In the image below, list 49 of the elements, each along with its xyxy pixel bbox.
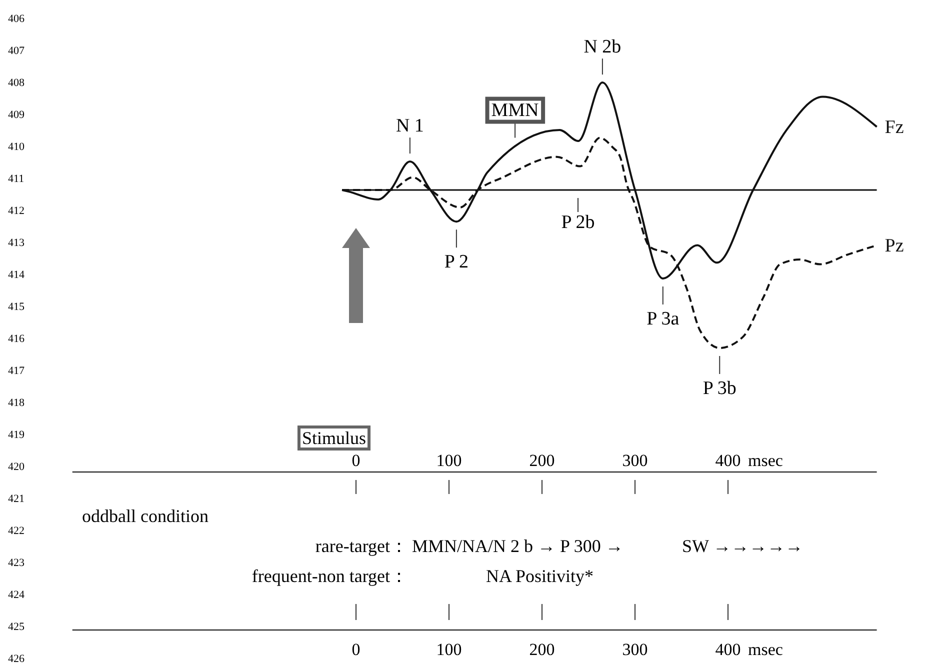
- x-tick-label: 200: [529, 640, 555, 659]
- text: MMN/NA/N 2 b → P 300 →: [412, 536, 624, 556]
- x-tick-label: 0: [352, 640, 360, 659]
- text: 419: [8, 429, 25, 441]
- text: 425: [8, 621, 25, 633]
- x2-axis-title: msec: [748, 451, 784, 470]
- annotation: MMN: [491, 100, 540, 121]
- text: 424: [8, 589, 25, 601]
- x-tick-label: 100: [436, 640, 462, 659]
- text: 420: [8, 461, 25, 473]
- text: 410: [8, 141, 25, 153]
- text: 409: [8, 109, 25, 121]
- text: 412: [8, 205, 24, 217]
- annotation: P 3a: [646, 308, 680, 330]
- x-tick-label: 400: [715, 640, 741, 659]
- text: 407: [8, 45, 25, 57]
- text: 421: [8, 493, 24, 505]
- text: 406: [8, 13, 25, 25]
- text: oddball condition: [82, 506, 208, 526]
- annotation: N 2b: [584, 36, 622, 58]
- text: 417: [8, 365, 25, 377]
- text: 426: [8, 653, 25, 665]
- text: 415: [8, 301, 25, 313]
- text: Stimulus: [302, 428, 366, 448]
- series-label: Pz: [884, 235, 904, 256]
- annotation: N 1: [396, 116, 424, 137]
- x2-tick-label: 400: [715, 451, 741, 470]
- x2-tick-label: 300: [622, 451, 648, 470]
- text: 418: [8, 397, 25, 409]
- x-axis-title: msec: [748, 640, 784, 659]
- text: 414: [8, 269, 25, 281]
- text: 422: [8, 525, 24, 537]
- annotation: P 3b: [702, 378, 736, 399]
- text: NA Positivity*: [486, 566, 594, 586]
- text: SW →→→→→: [682, 536, 804, 556]
- x2-tick-label: 200: [529, 451, 555, 470]
- text: 423: [8, 557, 25, 569]
- text: 413: [8, 237, 25, 249]
- annotation: P 2b: [561, 212, 595, 233]
- text: 416: [8, 333, 25, 345]
- x-tick-label: 300: [622, 640, 648, 659]
- text: 411: [8, 173, 24, 185]
- text: frequent-non target：: [252, 566, 408, 586]
- x2-tick-label: 0: [352, 451, 360, 470]
- x2-tick-label: 100: [436, 451, 462, 470]
- text: rare-target：: [315, 536, 408, 556]
- annotation: P 2: [444, 252, 469, 273]
- text: 408: [8, 77, 25, 89]
- series-label: Fz: [884, 116, 904, 138]
